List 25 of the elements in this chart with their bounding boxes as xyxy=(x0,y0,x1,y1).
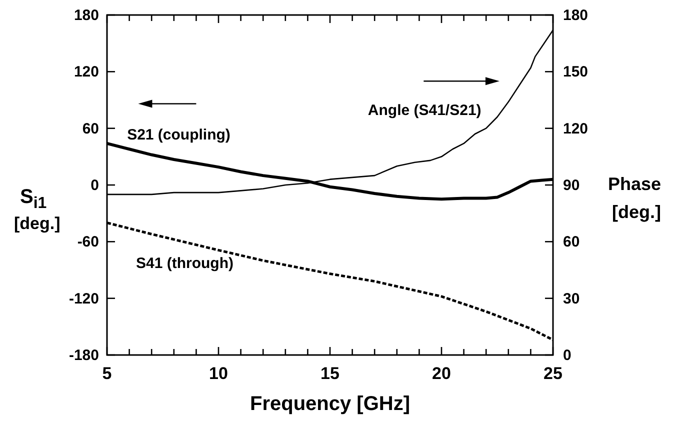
y2-tick-label: 90 xyxy=(563,177,580,194)
x-tick-label: 25 xyxy=(544,364,562,383)
y2-tick-label: 0 xyxy=(563,347,572,364)
x-axis-title: Frequency [GHz] xyxy=(250,393,410,415)
y-tick-label: 0 xyxy=(90,177,99,194)
y-tick-label: 180 xyxy=(74,7,99,24)
y-tick-label: 60 xyxy=(82,120,99,138)
x-tick-label: 20 xyxy=(432,364,451,383)
y2-tick-label: 30 xyxy=(563,290,580,308)
y-tick-label: -180 xyxy=(68,347,99,364)
x-tick-label: 15 xyxy=(320,364,340,383)
series-label: S41 (through) xyxy=(136,255,234,272)
y-tick-label: -120 xyxy=(68,290,99,308)
y2-tick-label: 60 xyxy=(563,234,580,251)
y2-tick-label: 180 xyxy=(563,7,588,24)
y-tick-label: -60 xyxy=(77,234,99,251)
y2-tick-label: 150 xyxy=(563,64,588,81)
legend-label: Angle (S41/S21) xyxy=(368,102,482,120)
x-tick-label: 10 xyxy=(209,364,228,383)
y2-tick-label: 120 xyxy=(563,120,588,138)
series-label: S21 (coupling) xyxy=(127,126,230,144)
x-tick-label: 5 xyxy=(102,364,112,383)
y-tick-label: 120 xyxy=(74,64,99,81)
y2-axis-title: Phase [deg.] xyxy=(608,174,662,222)
y-axis-title: S$_{i1}$ [deg.] xyxy=(14,186,60,233)
